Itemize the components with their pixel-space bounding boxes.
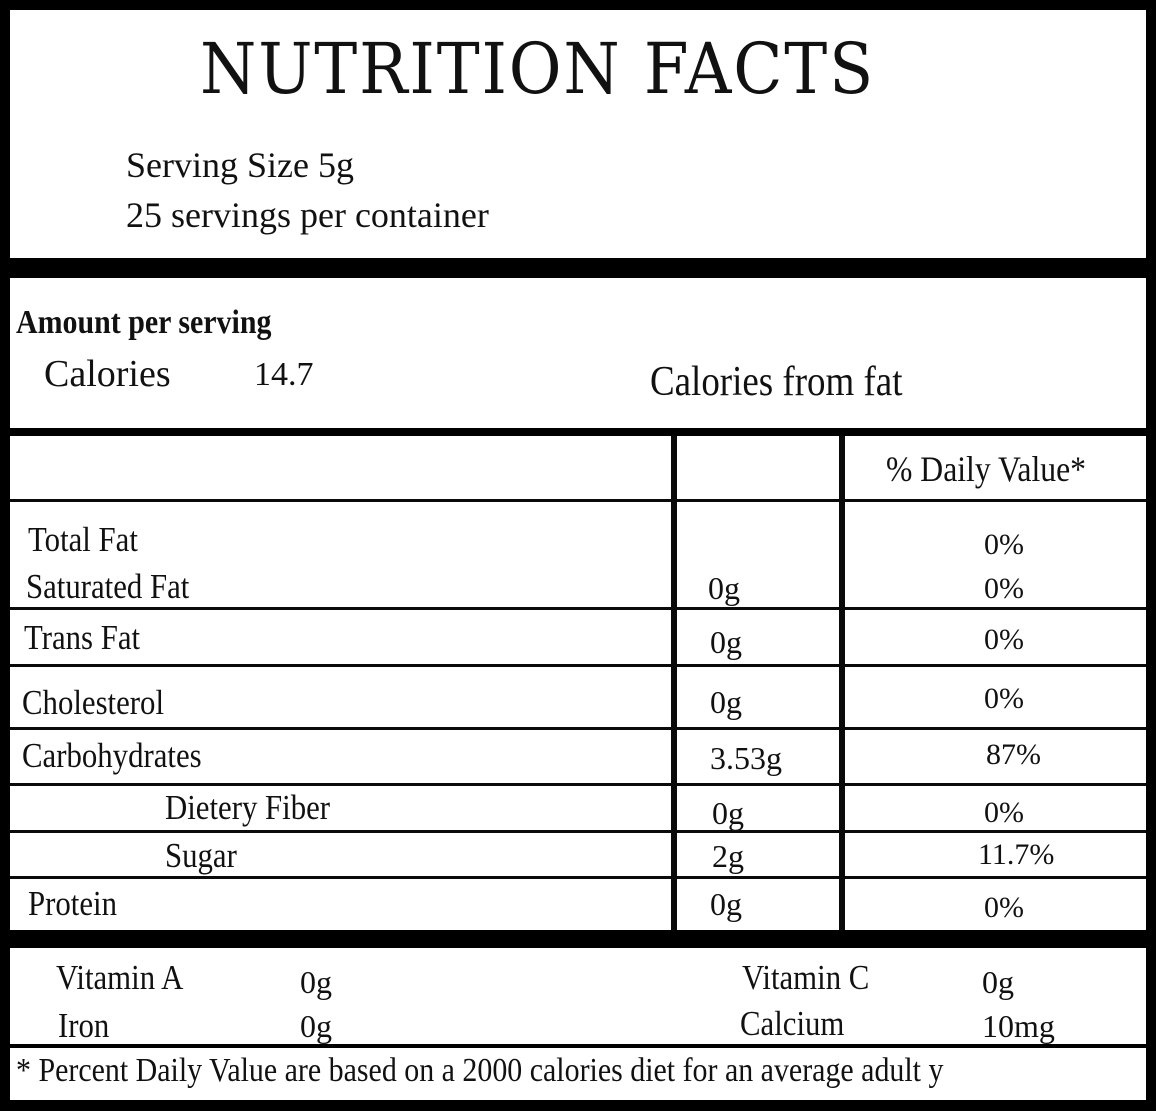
nutrient-amount: 0g: [712, 795, 744, 831]
nutrient-dv: 0%: [984, 682, 1024, 715]
nutrient-name: Cholesterol: [22, 683, 165, 722]
footnote-panel: * Percent Daily Value are based on a 200…: [10, 1048, 1146, 1100]
calories-panel: Amount per serving Calories 14.7 Calorie…: [10, 278, 1146, 428]
column-divider: [671, 436, 677, 930]
calories-from-fat-label: Calories from fat: [650, 359, 903, 405]
nutrient-name: Protein: [28, 884, 117, 923]
daily-value-header: % Daily Value*: [886, 449, 1087, 489]
nutrient-dv: 11.7%: [978, 838, 1055, 871]
nutrient-dv: 0%: [984, 623, 1024, 656]
nutrient-name: Trans Fat: [24, 618, 141, 657]
row-divider: [10, 499, 1146, 502]
nutrient-name: Saturated Fat: [26, 567, 190, 606]
page-title: NUTRITION FACTS: [200, 28, 876, 110]
nutrient-amount: 3.53g: [710, 740, 782, 776]
nutrient-dv: 0%: [984, 528, 1024, 561]
servings-per-container: 25 servings per container: [126, 195, 489, 235]
nutrient-amount: 0g: [710, 684, 742, 720]
nutrient-name: Sugar: [165, 836, 237, 875]
row-divider: [10, 783, 1146, 786]
vitamin-value: 10mg: [982, 1008, 1055, 1044]
vitamin-name: Iron: [58, 1006, 110, 1045]
nutrient-amount: 2g: [712, 838, 744, 874]
row-divider: [10, 664, 1146, 667]
nutrient-dv: 0%: [984, 796, 1024, 829]
row-divider: [10, 830, 1146, 833]
header-panel: NUTRITION FACTS Serving Size 5g 25 servi…: [10, 10, 1146, 258]
row-divider: [10, 727, 1146, 730]
calories-label: Calories: [44, 353, 171, 395]
serving-size: Serving Size 5g: [126, 145, 354, 185]
nutrient-dv: 87%: [986, 738, 1041, 771]
amount-per-serving-label: Amount per serving: [16, 304, 272, 341]
nutrient-dv: 0%: [984, 572, 1024, 605]
nutrient-dv: 0%: [984, 891, 1024, 924]
nutrient-amount: 0g: [710, 624, 742, 660]
vitamin-name: Calcium: [740, 1004, 845, 1043]
nutrient-name: Carbohydrates: [22, 736, 202, 775]
nutrient-name: Total Fat: [28, 520, 138, 559]
vitamin-value: 0g: [300, 1008, 332, 1044]
column-divider: [839, 436, 845, 930]
nutrient-table: [10, 436, 1146, 930]
vitamin-value: 0g: [300, 964, 332, 1000]
nutrient-name: Dietery Fiber: [165, 788, 331, 827]
vitamin-name: Vitamin A: [56, 958, 184, 997]
nutrient-amount: 0g: [708, 570, 740, 606]
vitamin-value: 0g: [982, 964, 1014, 1000]
vitamins-panel: Vitamin A 0g Iron 0g Vitamin C 0g Calciu…: [10, 948, 1146, 1045]
calories-value: 14.7: [254, 356, 314, 393]
row-divider: [10, 607, 1146, 610]
row-divider: [10, 876, 1146, 879]
vitamin-name: Vitamin C: [742, 958, 870, 997]
footnote: * Percent Daily Value are based on a 200…: [16, 1052, 944, 1089]
nutrient-amount: 0g: [710, 886, 742, 922]
